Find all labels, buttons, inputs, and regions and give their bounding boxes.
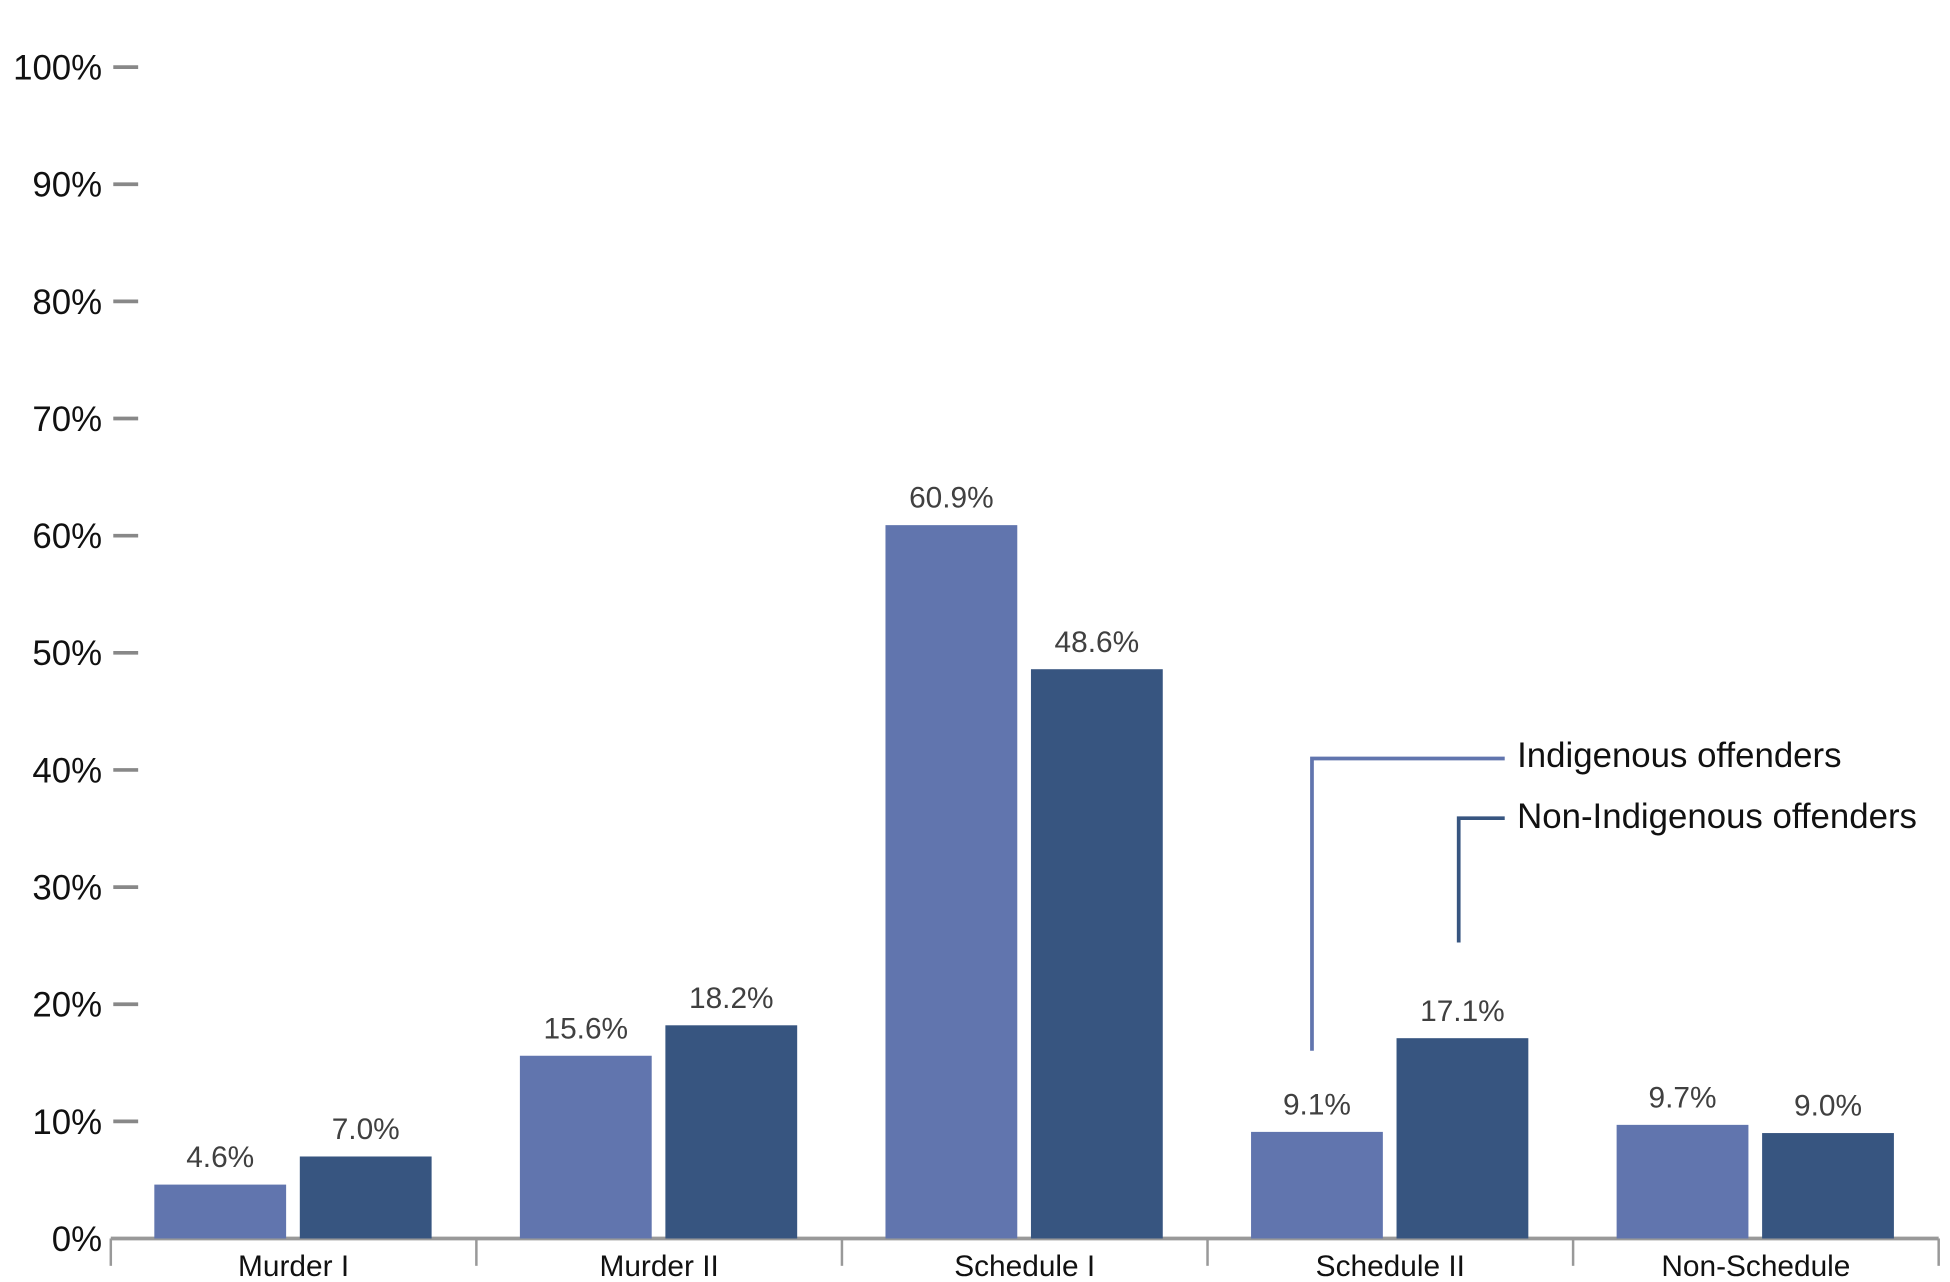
x-tick-label: Schedule I [954,1250,1095,1282]
x-tick-label: Murder I [238,1250,349,1282]
y-tick-label: 30% [32,869,102,908]
y-tick-label: 50% [32,634,102,673]
legend-label: Indigenous offenders [1517,736,1841,775]
value-label: 18.2% [689,982,774,1015]
value-label: 17.1% [1420,995,1505,1028]
bar [665,1025,798,1239]
bar [1030,669,1163,1239]
bar [1762,1133,1894,1239]
y-tick-label: 60% [32,517,102,556]
y-tick-label: 80% [32,283,102,322]
x-tick-label: Non-Schedule [1661,1250,1850,1282]
value-label: 9.7% [1649,1081,1717,1114]
bar [154,1184,287,1239]
value-label: 9.1% [1283,1088,1351,1121]
y-tick-label: 20% [32,986,102,1025]
legend-label: Non-Indigenous offenders [1517,797,1917,836]
value-label: 15.6% [544,1012,629,1045]
y-tick-label: 90% [32,166,102,205]
legend-callout [1456,816,1505,943]
bar [1251,1131,1383,1239]
y-tick-label: 10% [32,1103,102,1142]
bar [885,525,1018,1239]
x-tick-label: Schedule II [1316,1250,1465,1282]
bar [1616,1124,1749,1239]
value-label: 48.6% [1055,626,1140,659]
value-label: 7.0% [332,1113,400,1146]
y-tick-label: 100% [13,49,102,88]
y-tick-label: 0% [52,1220,102,1259]
y-tick-label: 40% [32,751,102,790]
value-label: 60.9% [909,482,994,515]
value-label: 9.0% [1794,1090,1862,1123]
bar [1396,1038,1529,1239]
bar [299,1156,432,1239]
value-label: 4.6% [186,1141,254,1174]
x-tick-label: Murder II [599,1250,718,1282]
bar [519,1055,652,1239]
legend-callout [1310,756,1505,1051]
y-tick-label: 70% [32,400,102,439]
